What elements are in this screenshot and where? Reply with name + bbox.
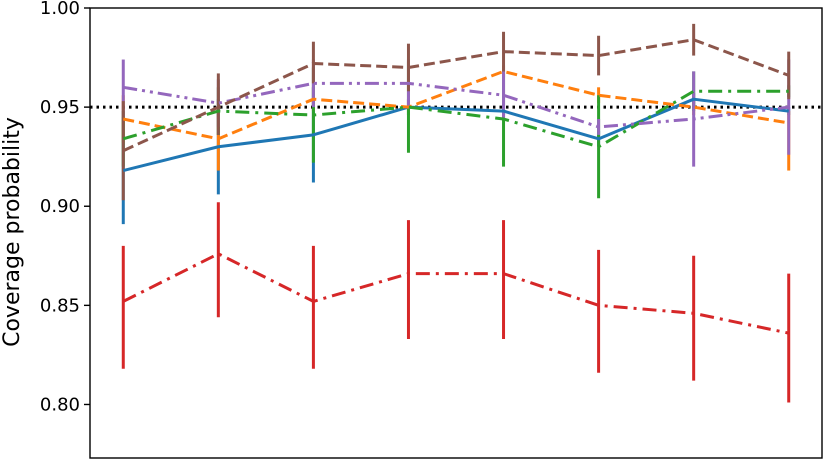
y-tick-label-4: 1.00: [40, 0, 80, 19]
y-axis-label: Coverage probability: [0, 117, 25, 347]
series-line-1: [122, 69, 789, 141]
series-lines-group: [122, 38, 790, 335]
errorbars-group: [121, 23, 791, 403]
series-line-3: [122, 252, 790, 335]
y-tick-label-0: 0.80: [40, 394, 80, 415]
plot-border: [89, 7, 823, 459]
y-tick-label-3: 0.95: [40, 97, 80, 118]
series-line-5: [122, 38, 790, 153]
plot-frame: [89, 7, 823, 459]
y-tick-label-2: 0.90: [40, 196, 80, 217]
series-line-0: [122, 97, 789, 173]
y-tick-label-1: 0.85: [40, 295, 80, 316]
axes: 0.80 0.85 0.90 0.95 1.00: [40, 0, 90, 415]
